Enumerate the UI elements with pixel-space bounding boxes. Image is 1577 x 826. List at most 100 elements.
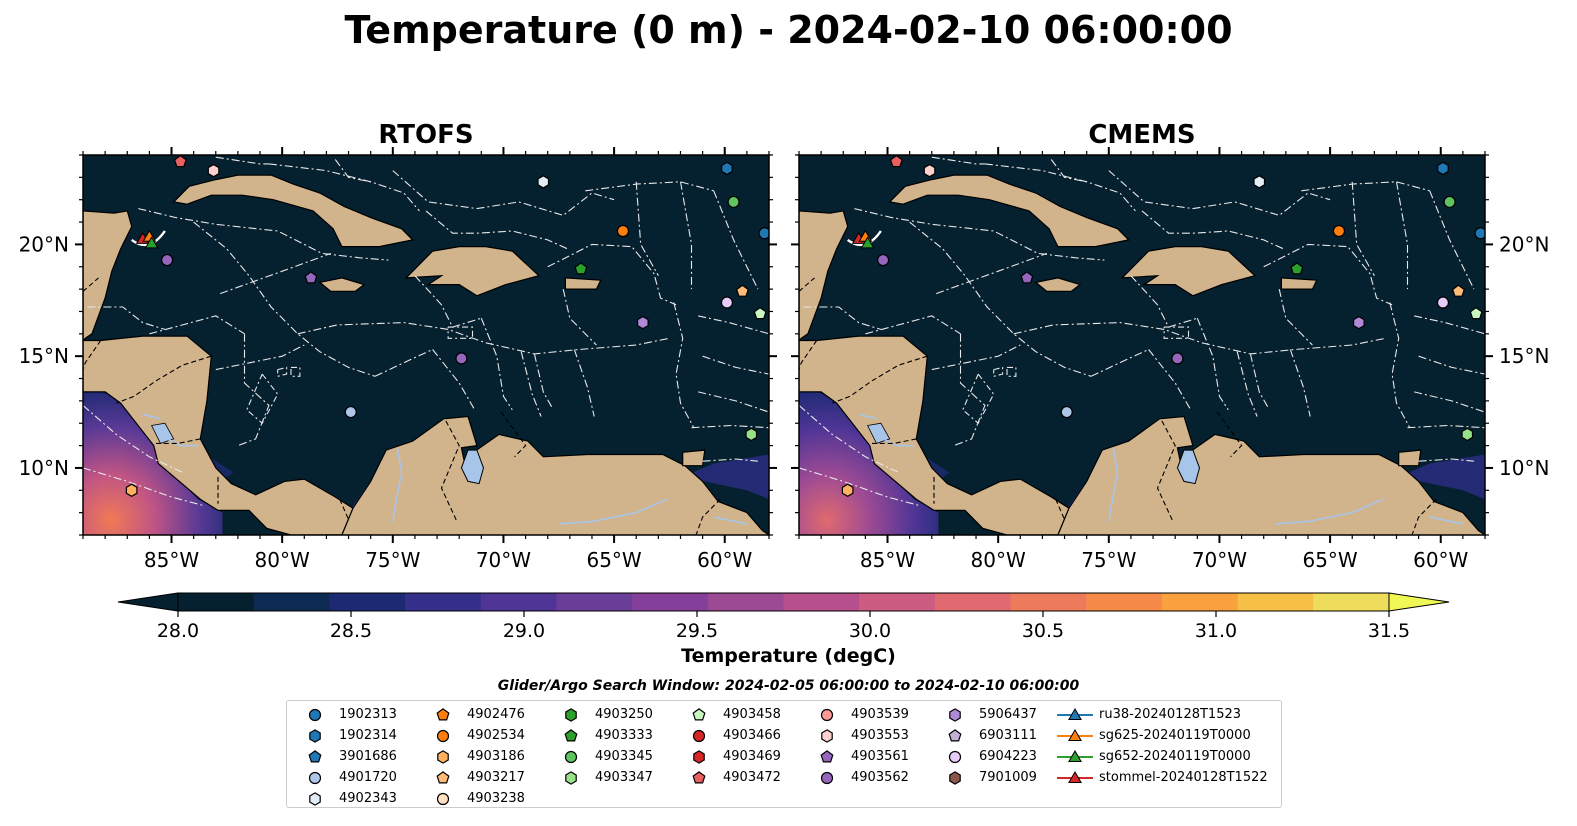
- eez-boundary: [520, 351, 542, 417]
- eez-boundary: [1429, 190, 1475, 290]
- eez-boundary: [1418, 458, 1474, 462]
- lon-tick-label: 75°W: [365, 548, 420, 572]
- legend-marker: [1057, 771, 1093, 783]
- legend-label: 4903561: [851, 749, 909, 764]
- lon-tick-label: 60°W: [697, 548, 752, 572]
- lat-tick-label: 15°N: [19, 344, 69, 368]
- panel-title-cmems: CMEMS: [1088, 120, 1196, 150]
- legend-marker: [820, 771, 834, 785]
- legend-marker: [948, 729, 962, 742]
- legend-label: 4903466: [723, 728, 781, 743]
- argo-float-marker: [758, 227, 769, 240]
- legend-marker: [692, 771, 706, 784]
- lat-tick-label: 20°N: [1499, 232, 1549, 256]
- river: [713, 516, 748, 525]
- circle-marker-icon: [436, 792, 450, 806]
- lat-tick-label: 10°N: [19, 456, 69, 480]
- legend-label: 4903345: [595, 749, 653, 764]
- river: [558, 498, 668, 525]
- legend-label: 4903562: [851, 770, 909, 785]
- argo-float-marker: [923, 163, 936, 178]
- legend-label: stommel-20240128T1522: [1099, 770, 1268, 785]
- argo-float-marker: [304, 271, 318, 284]
- argo-float-marker: [1474, 227, 1485, 240]
- argo-float-marker: [889, 155, 903, 168]
- eez-boundary: [1289, 349, 1311, 417]
- legend-marker: [948, 750, 962, 764]
- river: [166, 438, 199, 447]
- colorbar: 28.0 28.5 29.0 29.5 30.0 30.5 31.0 31.5: [117, 592, 1450, 640]
- legend-label: 7901009: [979, 770, 1037, 785]
- land-cuba: [172, 174, 414, 248]
- lat-tick-label: 20°N: [19, 232, 69, 256]
- land-trinidad: [1398, 449, 1422, 467]
- eez-boundary: [414, 275, 482, 328]
- legend-label: 4903539: [851, 707, 909, 722]
- river: [1429, 516, 1464, 525]
- eez-boundary: [149, 315, 245, 335]
- triangle-marker-icon: [1068, 771, 1082, 783]
- land-jamaica: [318, 277, 366, 292]
- colorbar-segment: [1086, 593, 1163, 611]
- pentagon-marker-icon: [436, 708, 450, 721]
- eez-boundary: [1301, 181, 1430, 192]
- argo-float-marker: [455, 352, 468, 365]
- eez-boundary: [215, 156, 269, 165]
- legend-label: 4903333: [595, 728, 653, 743]
- legend-label: 4903472: [723, 770, 781, 785]
- colorbar-segment: [1313, 593, 1390, 611]
- pentagon-marker-icon: [308, 750, 322, 763]
- river: [1274, 498, 1384, 525]
- legend-marker: [692, 729, 706, 743]
- legend-label: 4903238: [467, 791, 525, 806]
- colorbar-segment: [1161, 593, 1239, 611]
- colorbar-segment: [632, 593, 709, 611]
- eez-boundary: [1130, 275, 1198, 328]
- colorbar-segment: [480, 593, 557, 611]
- legend-marker: [821, 729, 833, 743]
- legend-marker: [1057, 750, 1093, 762]
- colorbar-segment: [1237, 593, 1314, 611]
- warm-water-orinoco: [682, 454, 769, 500]
- lon-tick-label: 85°W: [860, 548, 915, 572]
- argo-float-marker: [745, 427, 758, 442]
- legend-marker: [309, 729, 321, 743]
- country-border: [1055, 498, 1066, 520]
- country-border: [799, 340, 818, 370]
- land-south-america: [1041, 415, 1485, 535]
- argo-float-marker: [1290, 262, 1304, 275]
- legend-marker: [308, 771, 322, 785]
- argo-float-marker: [1437, 161, 1449, 176]
- triangle-marker-icon: [1068, 729, 1082, 741]
- lat-tick-label: 10°N: [1499, 456, 1549, 480]
- land-puerto-rico: [1280, 277, 1318, 290]
- country-border: [83, 277, 99, 292]
- colorbar-label: Temperature (degC): [681, 645, 896, 667]
- eez-boundary: [635, 181, 659, 276]
- legend-label: 4902343: [339, 791, 397, 806]
- country-border: [832, 355, 928, 404]
- pentagon-marker-icon: [692, 708, 706, 721]
- eez-boundary: [1278, 288, 1313, 346]
- pentagon-marker-icon: [820, 750, 834, 763]
- legend-label: 3901686: [339, 749, 397, 764]
- legend-label: 4901720: [339, 770, 397, 785]
- circle-marker-icon: [564, 750, 578, 764]
- river: [858, 413, 877, 420]
- colorbar-tick-label: 29.0: [503, 620, 545, 640]
- map-frame: [798, 154, 1486, 536]
- eez-boundary: [1414, 315, 1485, 335]
- colorbar-tick-label: 31.0: [1195, 620, 1237, 640]
- legend-label: 4902476: [467, 707, 525, 722]
- eez-boundary: [1050, 159, 1087, 183]
- eez-boundary: [909, 221, 1092, 377]
- colorbar-tick-label: 28.5: [330, 620, 372, 640]
- argo-float-marker: [173, 155, 187, 168]
- colorbar-segment: [178, 593, 255, 611]
- argo-float-marker: [125, 483, 138, 497]
- eez-boundary: [83, 404, 183, 473]
- legend-marker: [565, 771, 577, 785]
- lon-tick-label: 80°W: [255, 548, 310, 572]
- argo-float-marker: [616, 224, 630, 238]
- eez-boundary: [854, 208, 1105, 261]
